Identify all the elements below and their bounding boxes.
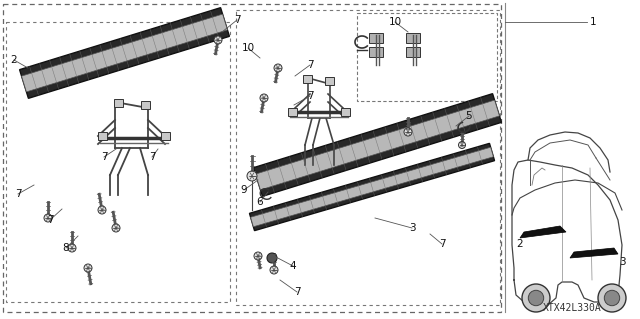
- Text: XTX42L330A: XTX42L330A: [543, 303, 602, 313]
- Circle shape: [528, 290, 544, 306]
- Circle shape: [68, 244, 76, 252]
- Bar: [161, 132, 170, 140]
- Bar: [113, 99, 122, 107]
- Text: 7: 7: [438, 239, 445, 249]
- Text: 2: 2: [11, 55, 17, 65]
- Text: 7: 7: [307, 60, 314, 70]
- Circle shape: [598, 284, 626, 312]
- Circle shape: [522, 284, 550, 312]
- Bar: [406, 47, 420, 57]
- Bar: [340, 108, 349, 116]
- Bar: [303, 75, 312, 83]
- Text: 7: 7: [47, 215, 53, 225]
- Circle shape: [254, 252, 262, 260]
- Circle shape: [267, 253, 277, 263]
- Circle shape: [458, 142, 465, 149]
- Polygon shape: [520, 226, 566, 238]
- Polygon shape: [250, 143, 495, 231]
- Text: 10: 10: [241, 43, 255, 53]
- Text: 7: 7: [294, 287, 300, 297]
- Bar: [324, 77, 333, 85]
- Polygon shape: [253, 94, 501, 196]
- Bar: [406, 33, 420, 43]
- Text: 7: 7: [234, 15, 240, 25]
- Circle shape: [260, 94, 268, 102]
- Text: 5: 5: [466, 111, 472, 121]
- Polygon shape: [22, 14, 227, 92]
- Text: 7: 7: [307, 91, 314, 101]
- Bar: [287, 108, 296, 116]
- Bar: [3, 4, 501, 312]
- Text: 3: 3: [409, 223, 415, 233]
- Circle shape: [404, 128, 412, 136]
- Text: 8: 8: [63, 243, 69, 253]
- Text: 7: 7: [15, 189, 21, 199]
- Polygon shape: [570, 248, 618, 258]
- Circle shape: [604, 290, 620, 306]
- Bar: [357, 13, 497, 101]
- Bar: [141, 101, 150, 109]
- Text: 9: 9: [241, 185, 247, 195]
- Text: 3: 3: [619, 257, 625, 267]
- Bar: [236, 10, 500, 305]
- Circle shape: [270, 266, 278, 274]
- Text: 1: 1: [590, 17, 596, 27]
- Circle shape: [98, 206, 106, 214]
- Polygon shape: [255, 100, 499, 190]
- Text: 2: 2: [516, 239, 524, 249]
- Bar: [369, 33, 383, 43]
- Text: 10: 10: [388, 17, 401, 27]
- Circle shape: [44, 214, 52, 222]
- Text: 4: 4: [290, 261, 296, 271]
- Circle shape: [274, 64, 282, 72]
- Text: 7: 7: [148, 152, 156, 162]
- Bar: [6, 22, 230, 302]
- Circle shape: [247, 171, 257, 181]
- Polygon shape: [20, 8, 229, 98]
- Text: 6: 6: [257, 197, 263, 207]
- Text: 7: 7: [100, 152, 108, 162]
- Bar: [97, 132, 106, 140]
- Bar: [369, 47, 383, 57]
- Circle shape: [84, 264, 92, 272]
- Circle shape: [214, 36, 222, 44]
- Polygon shape: [251, 147, 493, 227]
- Circle shape: [112, 224, 120, 232]
